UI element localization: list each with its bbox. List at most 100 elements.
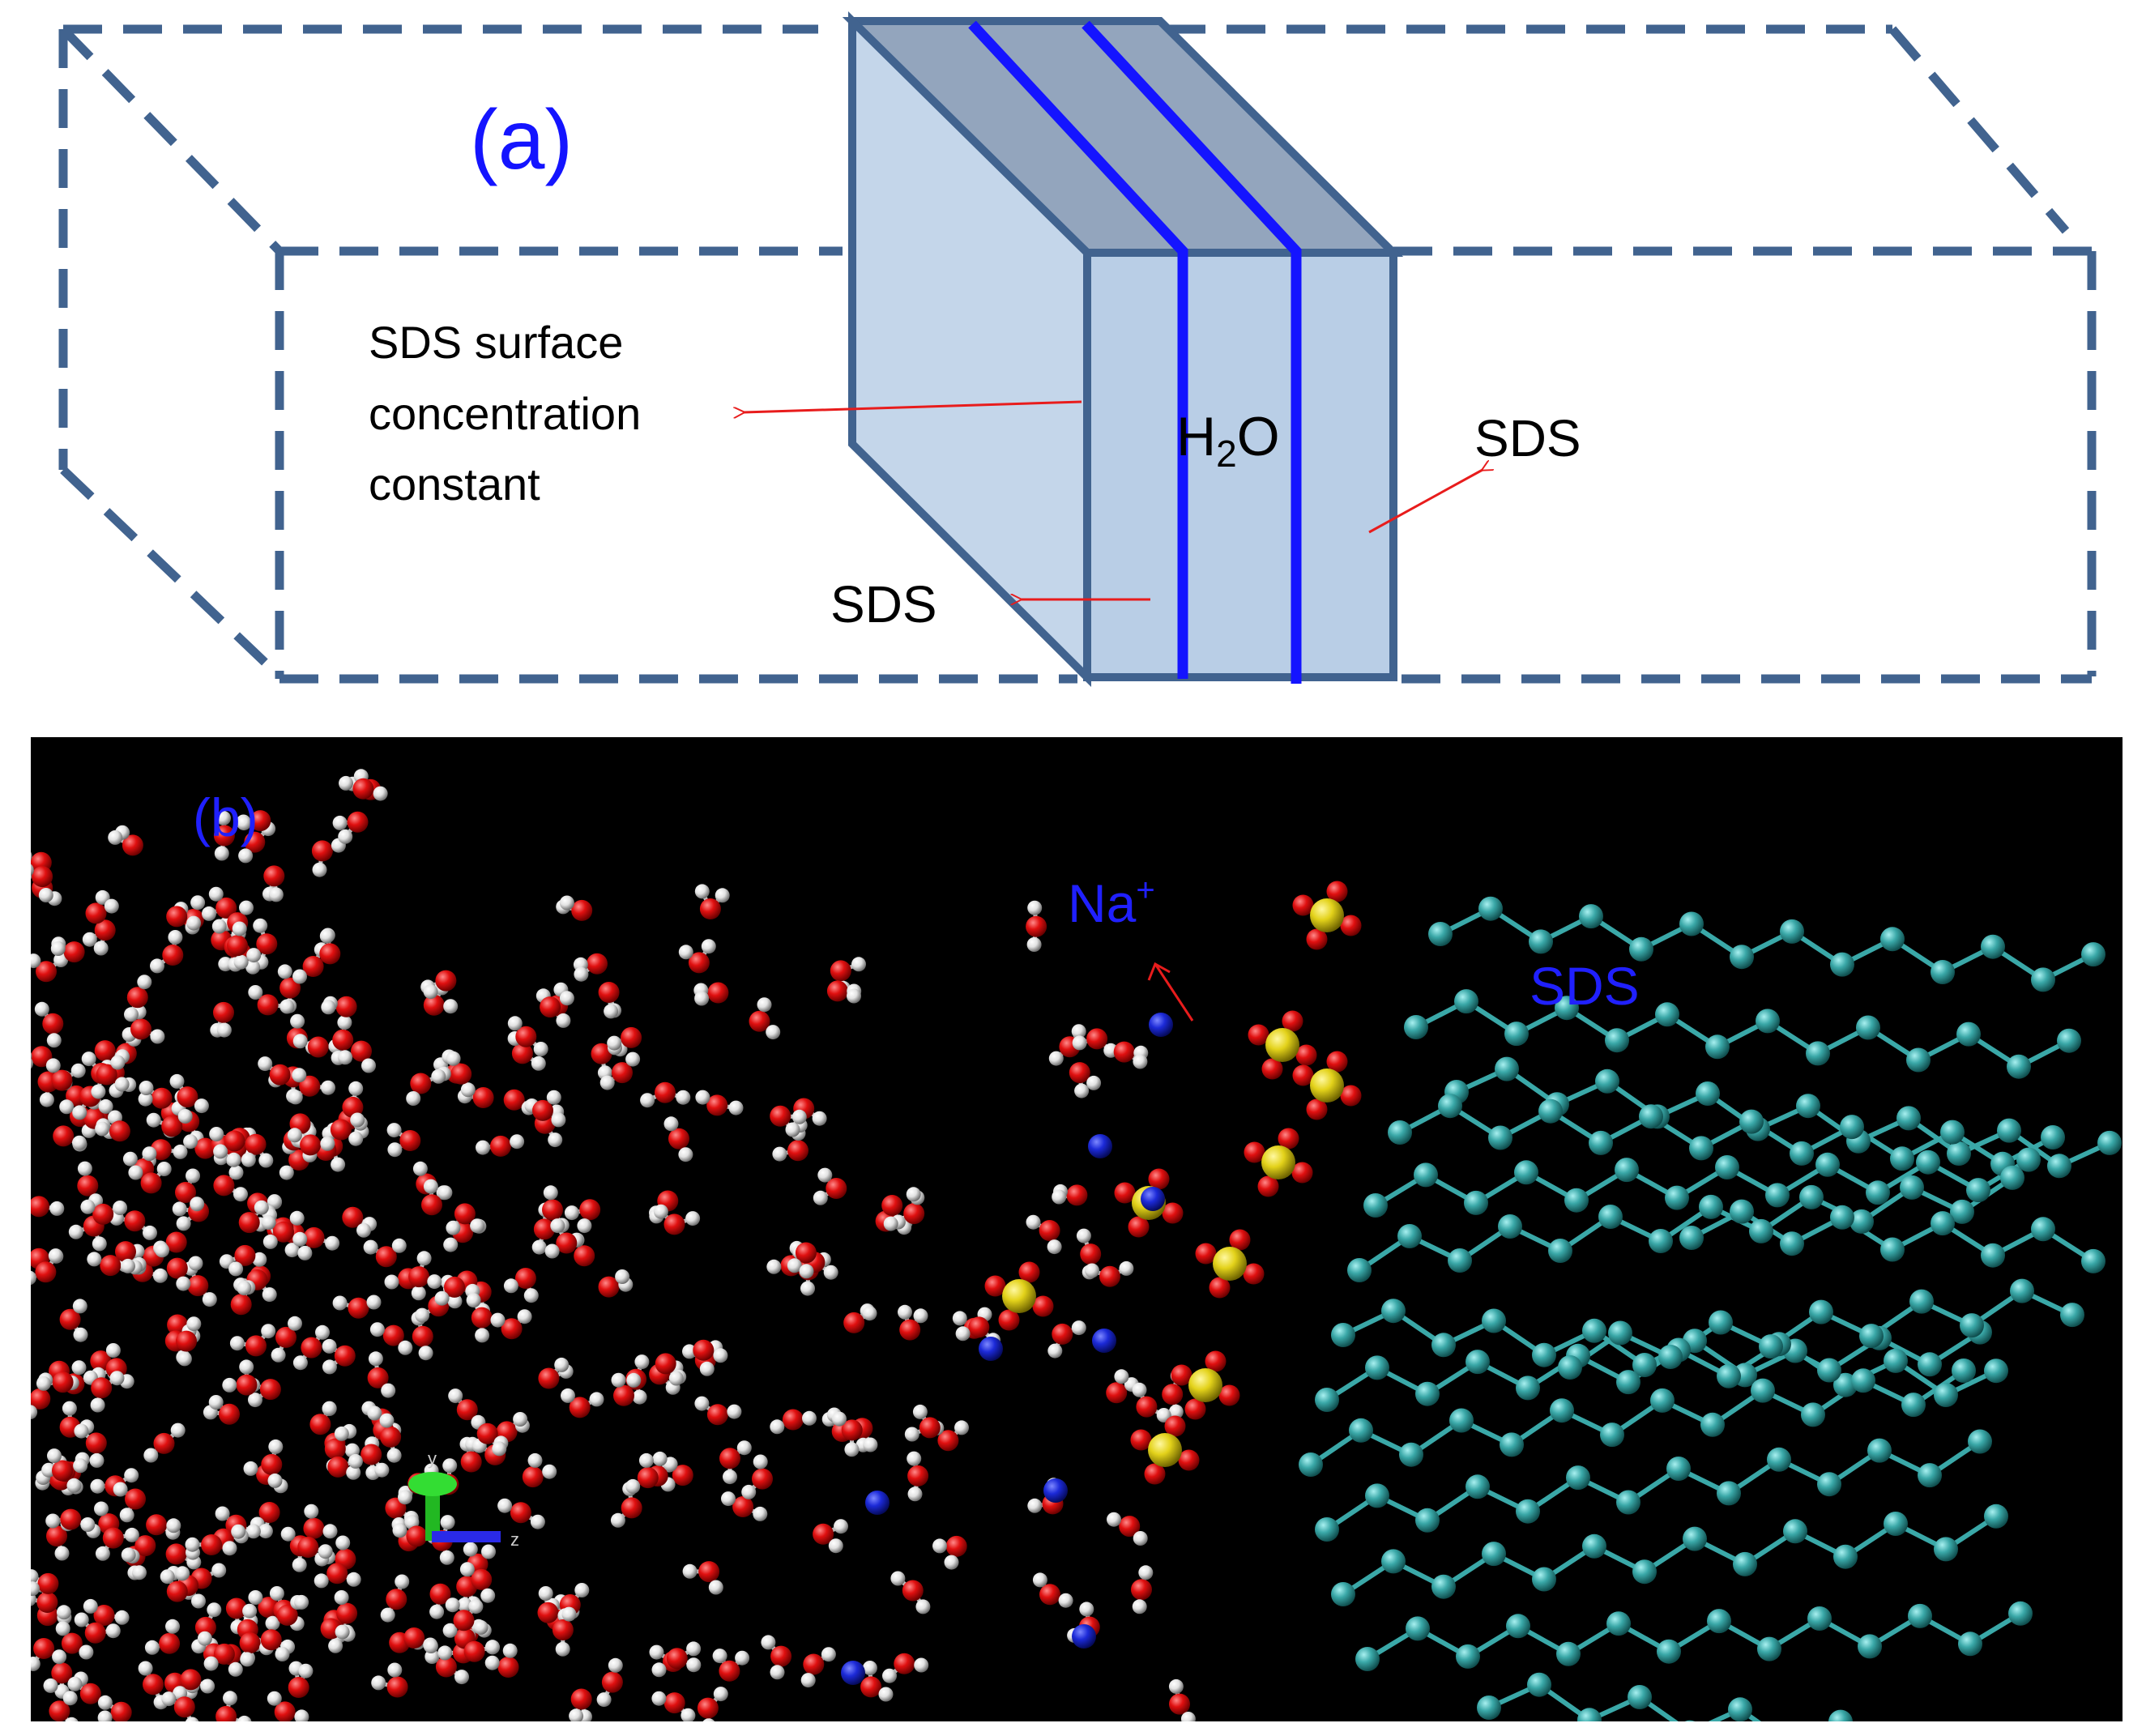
hydrogen-atom xyxy=(275,1647,290,1661)
carbon-atom xyxy=(1940,1120,1965,1145)
oxygen-atom xyxy=(688,952,710,974)
hydrogen-atom xyxy=(437,1645,453,1661)
oxygen-atom xyxy=(279,977,301,999)
sulfate-oxygen-atom xyxy=(1244,1141,1265,1163)
hydrogen-atom xyxy=(463,1542,478,1557)
carbon-atom xyxy=(1858,1634,1882,1659)
hydrogen-atom xyxy=(338,1050,353,1065)
oxygen-atom xyxy=(130,1018,151,1040)
carbon-atom xyxy=(1884,1512,1908,1536)
hydrogen-atom xyxy=(828,1538,843,1554)
oxygen-atom xyxy=(1169,1693,1190,1715)
hydrogen-atom xyxy=(625,1051,641,1067)
hydrogen-atom xyxy=(473,1619,489,1635)
carbon-atom xyxy=(1615,1158,1639,1183)
carbon-atom xyxy=(1851,1368,1875,1393)
hydrogen-atom xyxy=(701,939,716,954)
oxygen-atom xyxy=(668,1128,689,1150)
carbon-atom xyxy=(1415,1508,1440,1533)
hydrogen-atom xyxy=(699,1361,715,1376)
sulfate-oxygen-atom xyxy=(998,1309,1020,1331)
oxygen-atom xyxy=(770,1645,792,1667)
oxygen-atom xyxy=(347,811,369,833)
oxygen-atom xyxy=(456,1399,478,1421)
hydrogen-atom xyxy=(172,1201,187,1217)
oxygen-atom xyxy=(386,1676,408,1698)
hydrogen-atom xyxy=(292,1034,308,1049)
carbon-atom xyxy=(1817,1358,1841,1383)
hydrogen-atom xyxy=(406,1091,421,1106)
hydrogen-atom xyxy=(48,1248,63,1264)
hydrogen-atom xyxy=(74,1423,89,1439)
hydrogen-atom xyxy=(555,1641,570,1657)
oxygen-atom xyxy=(140,1172,162,1194)
hydrogen-atom xyxy=(457,1597,472,1612)
hydrogen-atom xyxy=(741,1484,757,1499)
hydrogen-atom xyxy=(1086,1075,1102,1090)
oxygen-atom xyxy=(1119,1516,1141,1538)
hydrogen-atom xyxy=(335,1535,351,1550)
hydrogen-atom xyxy=(242,1603,258,1619)
sulfate-oxygen-atom xyxy=(1018,1261,1040,1283)
hydrogen-atom xyxy=(569,1708,584,1721)
oxygen-atom xyxy=(435,1656,457,1678)
hydrogen-atom xyxy=(686,1657,702,1673)
carbon-atom xyxy=(1689,1136,1713,1161)
oxygen-atom xyxy=(574,1245,595,1267)
hydrogen-atom xyxy=(265,1615,280,1631)
hydrogen-atom xyxy=(137,975,152,990)
sulfur-atom xyxy=(1148,1433,1182,1467)
carbon-atom xyxy=(1696,1081,1720,1106)
hydrogen-atom xyxy=(368,1351,383,1367)
hydrogen-atom xyxy=(292,1231,308,1247)
oxygen-atom xyxy=(224,1130,245,1152)
carbon-atom xyxy=(1527,1672,1551,1697)
hydrogen-atom xyxy=(1026,937,1042,952)
carbon-atom xyxy=(1488,1125,1512,1150)
hydrogen-atom xyxy=(912,1404,928,1419)
sulfate-oxygen-atom xyxy=(1292,1064,1314,1086)
oxygen-atom xyxy=(162,945,184,966)
hydrogen-atom xyxy=(713,1687,728,1702)
carbon-atom xyxy=(1909,1289,1934,1314)
hydrogen-atom xyxy=(447,1294,463,1309)
hydrogen-atom xyxy=(682,1563,698,1579)
carbon-atom xyxy=(1934,1537,1958,1562)
carbon-atom xyxy=(1981,934,2005,959)
hydrogen-atom xyxy=(232,921,247,936)
water-slab xyxy=(842,11,1404,688)
oxygen-atom xyxy=(749,1010,770,1032)
carbon-atom xyxy=(1799,1184,1824,1209)
carbon-atom xyxy=(1856,1015,1880,1040)
hydrogen-atom xyxy=(211,919,227,934)
hydrogen-atom xyxy=(239,900,254,915)
hydrogen-atom xyxy=(503,1278,518,1294)
oxygen-atom xyxy=(672,1465,693,1486)
hydrogen-atom xyxy=(138,1661,153,1676)
carbon-atom xyxy=(1538,1098,1563,1124)
hydrogen-atom xyxy=(253,918,268,933)
oxygen-atom xyxy=(303,1226,325,1248)
carbon-atom xyxy=(1801,1402,1825,1427)
carbon-atom xyxy=(1495,1056,1519,1081)
hydrogen-atom xyxy=(292,1355,308,1371)
sds-label-left: SDS xyxy=(830,575,937,633)
sds-label: SDS xyxy=(1530,956,1640,1016)
hydrogen-atom xyxy=(766,1025,781,1040)
oxygen-atom xyxy=(621,1497,642,1519)
hydrogen-atom xyxy=(194,1098,209,1114)
hydrogen-atom xyxy=(1168,1404,1184,1419)
sulfate-oxygen-atom xyxy=(1144,1463,1166,1485)
hydrogen-atom xyxy=(485,1640,500,1655)
hydrogen-atom xyxy=(49,1201,65,1216)
panel-a-label: (a) xyxy=(470,93,573,187)
hydrogen-atom xyxy=(391,1238,407,1253)
hydrogen-atom xyxy=(753,1506,768,1521)
oxygen-atom xyxy=(515,1026,537,1047)
hydrogen-atom xyxy=(62,1691,78,1706)
oxygen-atom xyxy=(501,1318,523,1340)
hydrogen-atom xyxy=(186,1316,202,1332)
hydrogen-atom xyxy=(834,1519,848,1534)
hydrogen-atom xyxy=(245,959,261,975)
hydrogen-atom xyxy=(226,1152,241,1167)
